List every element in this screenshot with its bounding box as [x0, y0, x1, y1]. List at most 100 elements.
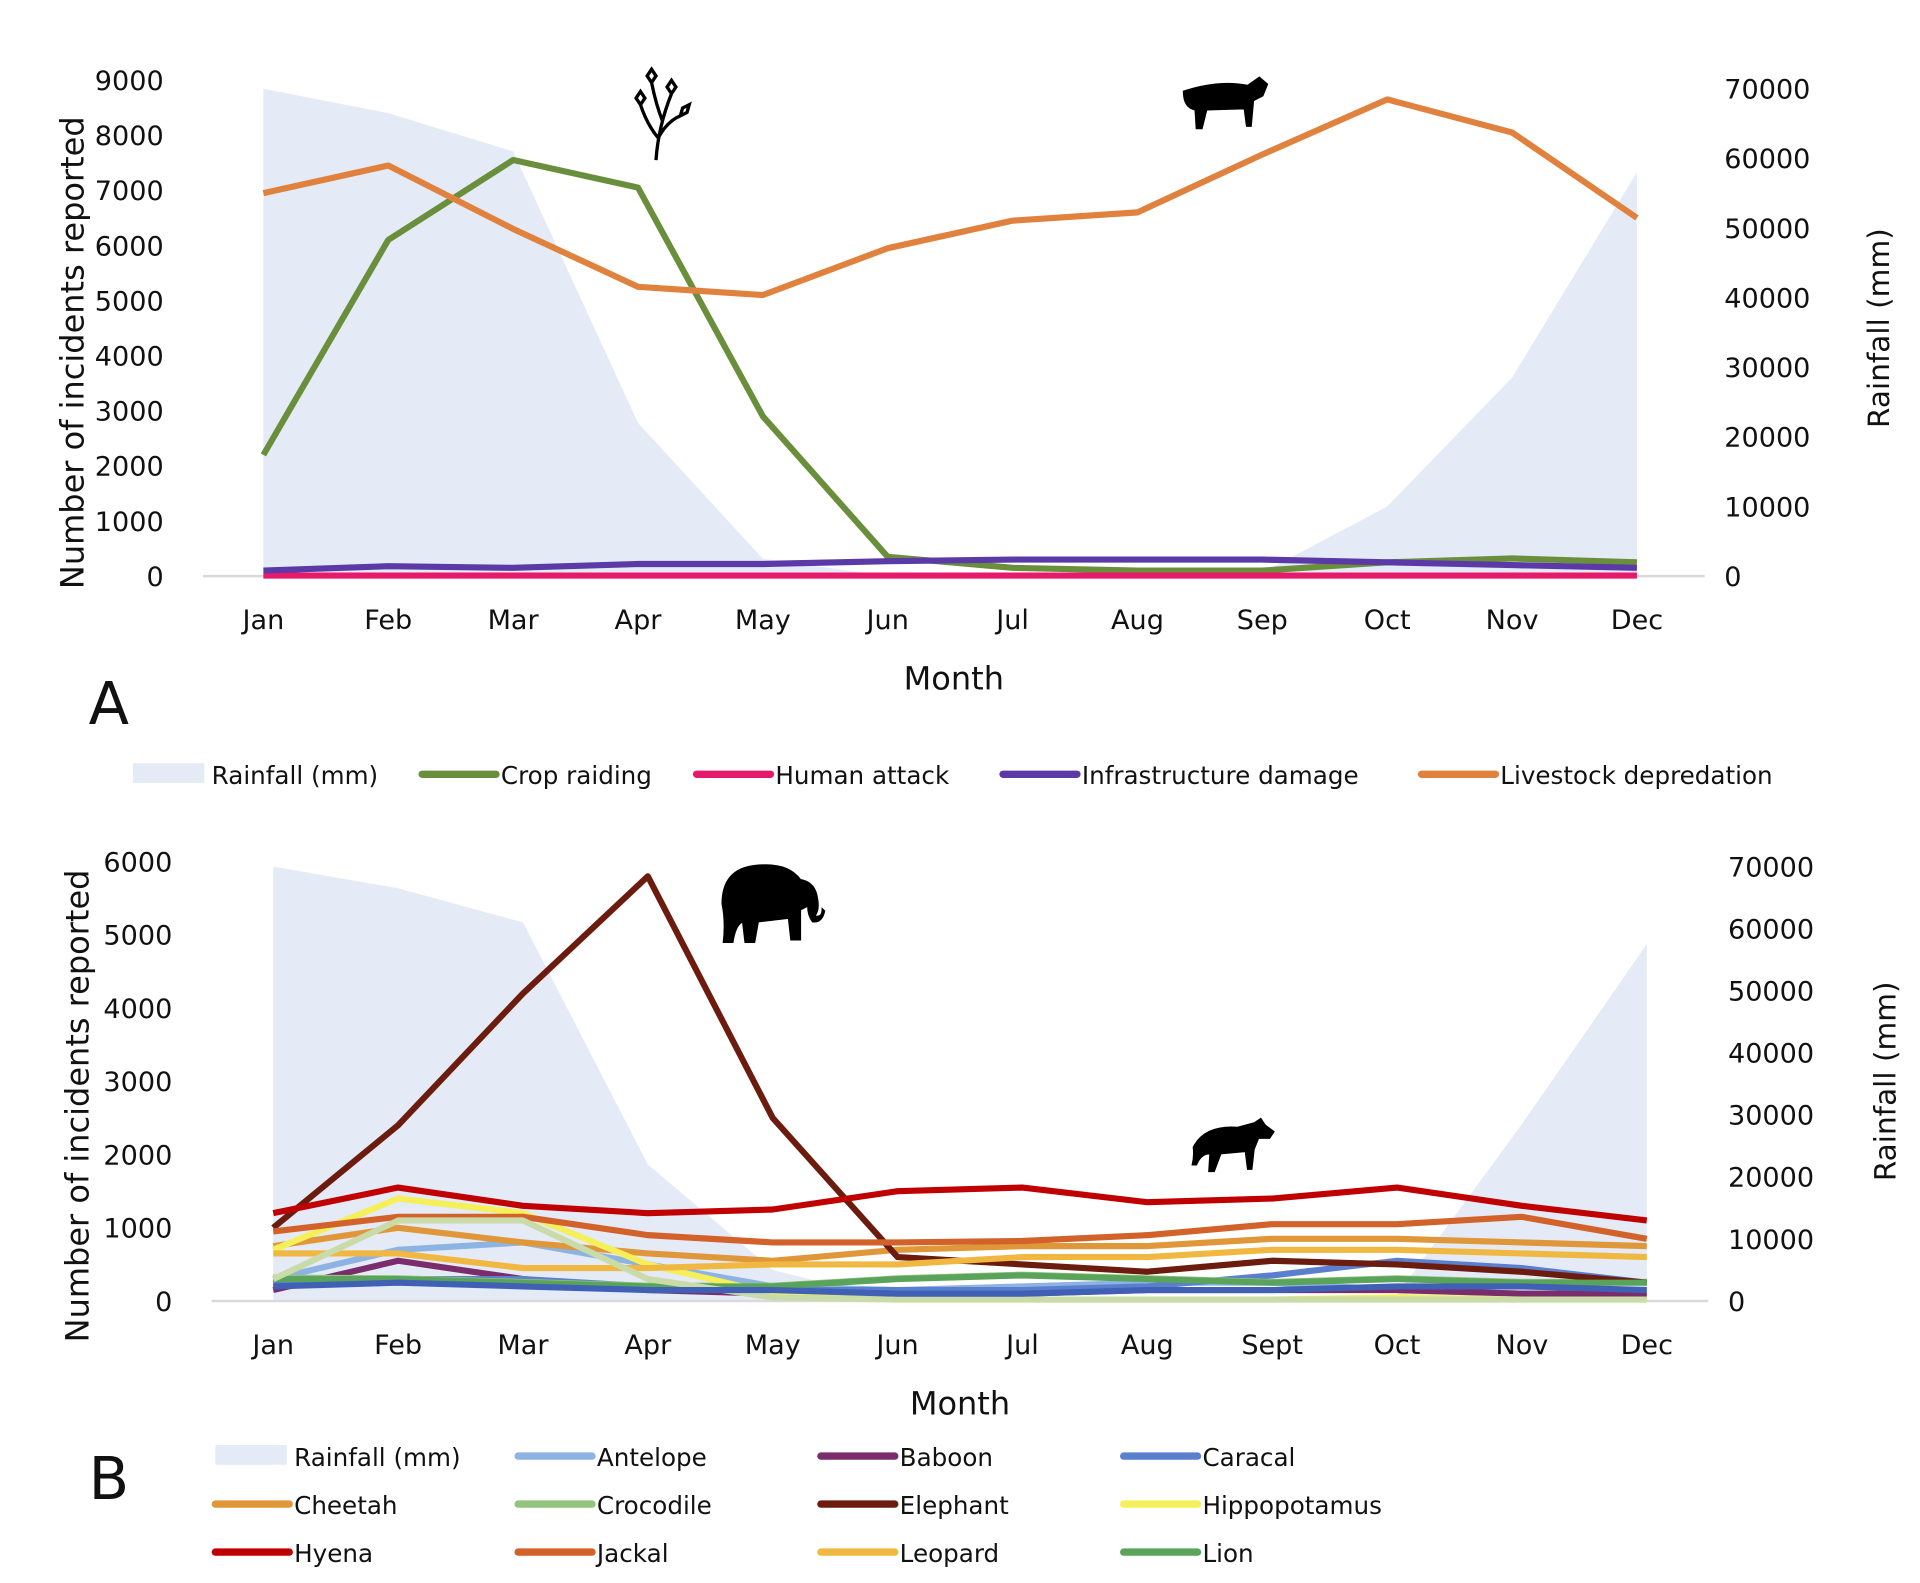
legend-label: Crocodile — [597, 1491, 712, 1520]
y2-tick-label: 0 — [1728, 1287, 1745, 1318]
legend-swatch — [215, 1445, 287, 1465]
legend-label: Leopard — [900, 1539, 999, 1568]
series-line-infrastructure-damage — [263, 556, 1637, 574]
panel-b: 0100020003000400050006000010000200003000… — [59, 848, 1903, 1568]
legend-label: Caracal — [1202, 1443, 1295, 1472]
y-tick-label: 5000 — [103, 921, 172, 952]
y2-tick-label: 40000 — [1728, 1039, 1814, 1070]
hyena-icon — [1191, 1117, 1275, 1173]
x-tick-label: Jun — [874, 1330, 918, 1361]
series-line-wild-pigs — [271, 1217, 1647, 1303]
series-line-leopard — [273, 1246, 1647, 1272]
y2-tick-label: 10000 — [1724, 492, 1810, 523]
legend-label: Livestock depredation — [1500, 761, 1772, 790]
series-line-livestock-depredation — [262, 96, 1639, 299]
wheat-icon — [634, 66, 692, 161]
y2-tick-label: 60000 — [1724, 144, 1810, 175]
legend-item: Jackal — [514, 1539, 669, 1568]
legend-label: Jackal — [595, 1539, 669, 1568]
panel-a: 0 1000 2000 3000 4000 5000 6000 7000 8000 9000 0 10… — [54, 66, 1897, 790]
x-tick-label: Sept — [1241, 1330, 1303, 1361]
hyena-icon-shape — [1191, 1117, 1275, 1173]
panel-label: B — [89, 1444, 130, 1513]
legend-item: Leopard — [817, 1539, 999, 1568]
y-tick-label: 9000 — [95, 66, 164, 97]
legend-label: Baboon — [900, 1443, 993, 1472]
legend-item: Rainfall (mm) — [132, 761, 378, 790]
y-tick-label: 3000 — [95, 397, 164, 428]
x-tick-label: Feb — [364, 605, 412, 636]
x-tick-label: Jul — [994, 605, 1029, 636]
y2-axis-title: Rainfall (mm) — [1862, 228, 1896, 428]
legend-label: Hippopotamus — [1202, 1491, 1381, 1520]
x-tick-label: Mar — [488, 605, 540, 636]
y-tick-label: 4000 — [95, 342, 164, 373]
x-tick-label: Dec — [1611, 605, 1663, 636]
legend-label: Human attack — [775, 761, 950, 790]
panel-label: A — [89, 669, 129, 738]
legend-label: Crop raiding — [501, 761, 652, 790]
series-line-hyena — [272, 1184, 1648, 1224]
y-tick-label: 6000 — [95, 231, 164, 262]
series-line-jackal — [272, 1213, 1648, 1246]
legend-item: Cheetah — [211, 1491, 398, 1520]
x-axis-title: Month — [904, 659, 1004, 697]
y2-tick-label: 60000 — [1728, 914, 1814, 945]
y2-tick-label: 70000 — [1728, 852, 1814, 883]
legend-swatch — [132, 763, 205, 783]
legend-item: Hyena — [211, 1539, 373, 1568]
x-tick-label: Oct — [1374, 1330, 1421, 1361]
x-tick-label: Jul — [1004, 1330, 1039, 1361]
legend-label: Rainfall (mm) — [294, 1443, 460, 1472]
x-tick-label: Oct — [1364, 605, 1411, 636]
rainfall-area — [263, 88, 1637, 577]
x-tick-label: May — [745, 1330, 801, 1361]
x-tick-label: Nov — [1486, 605, 1539, 636]
y-tick-label: 3000 — [103, 1067, 172, 1098]
x-axis-title: Month — [910, 1384, 1010, 1422]
x-tick-label: Apr — [615, 605, 663, 636]
legend-label: Lion — [1202, 1539, 1253, 1568]
legend-label: Cheetah — [294, 1491, 397, 1520]
legend-label: Hyena — [294, 1539, 373, 1568]
x-tick-label: Dec — [1621, 1330, 1673, 1361]
cow-icon — [1182, 76, 1269, 130]
y-tick-label: 2000 — [95, 452, 164, 483]
y-tick-label: 6000 — [103, 848, 172, 879]
y-tick-label: 0 — [146, 562, 163, 593]
series-line-cheetah — [272, 1224, 1647, 1264]
series-line-wild-dog — [273, 1279, 1647, 1297]
x-tick-label: Jan — [250, 1330, 294, 1361]
x-tick-label: Mar — [497, 1330, 549, 1361]
wheat-icon-shape — [634, 66, 692, 161]
legend-item: Caracal — [1120, 1443, 1295, 1472]
legend-item: Human attack — [692, 761, 950, 790]
x-tick-label: Apr — [624, 1330, 672, 1361]
y-tick-label: 5000 — [95, 286, 164, 317]
y-tick-label: 8000 — [95, 121, 164, 152]
legend-item: Crop raiding — [418, 761, 652, 790]
x-tick-label: Feb — [374, 1330, 422, 1361]
y-tick-label: 1000 — [103, 1214, 172, 1245]
y-axis-title: Number of incidents reported — [59, 870, 97, 1343]
legend-label: Infrastructure damage — [1082, 761, 1359, 790]
y2-tick-label: 20000 — [1728, 1163, 1814, 1194]
y2-tick-label: 70000 — [1724, 75, 1810, 106]
y-tick-label: 4000 — [103, 994, 172, 1025]
x-tick-label: Nov — [1495, 1330, 1548, 1361]
x-tick-label: Aug — [1121, 1330, 1174, 1361]
x-tick-label: Jun — [865, 605, 909, 636]
legend-item: Crocodile — [514, 1491, 712, 1520]
y-tick-label: 0 — [155, 1287, 172, 1318]
legend-label: Antelope — [597, 1443, 707, 1472]
y2-tick-label: 30000 — [1728, 1101, 1814, 1132]
legend-item: Hippopotamus — [1120, 1491, 1382, 1520]
series-line-lion — [273, 1272, 1647, 1290]
rainfall-area — [273, 866, 1647, 1302]
cow-icon-shape — [1182, 76, 1269, 130]
y2-tick-label: 20000 — [1724, 423, 1810, 454]
legend-label: Elephant — [900, 1491, 1009, 1520]
x-tick-label: Jan — [241, 605, 285, 636]
elephant-icon — [721, 864, 826, 943]
